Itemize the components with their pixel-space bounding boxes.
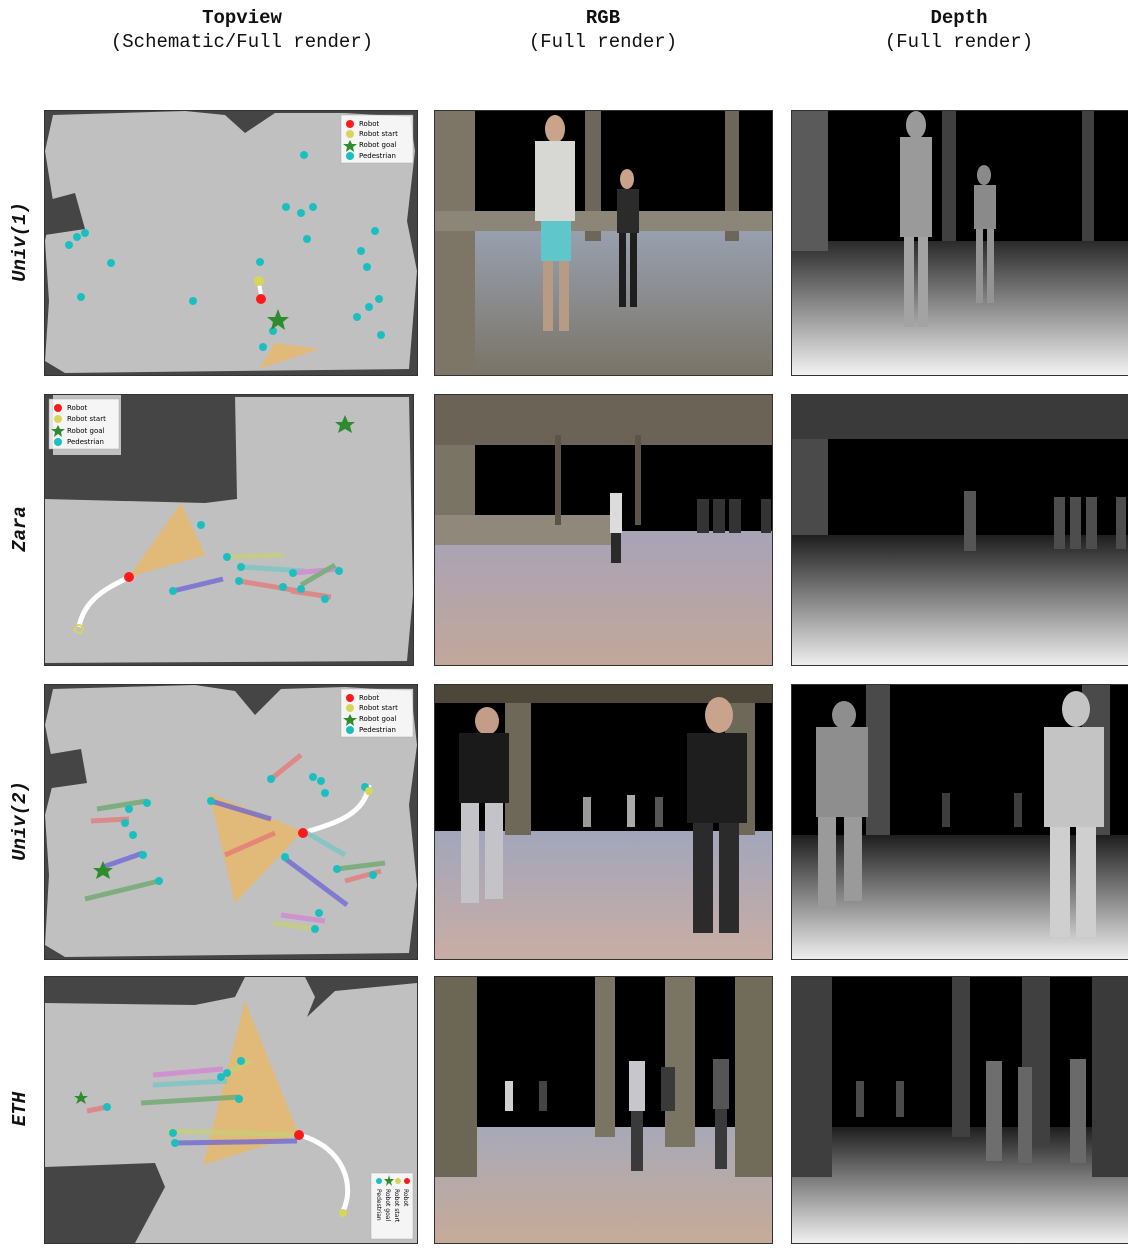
rgb-render-univ2: [434, 684, 773, 960]
legend-pedestrian: Pedestrian: [359, 726, 396, 734]
column-header-depth: Depth (Full render): [790, 6, 1128, 54]
legend-robot-goal: Robot goal: [359, 715, 397, 723]
column-subtitle: (Full render): [528, 31, 678, 53]
legend-pedestrian: Pedestrian: [359, 152, 396, 160]
legend-robot: Robot: [359, 120, 380, 128]
column-header-topview: Topview (Schematic/Full render): [40, 6, 444, 54]
depth-render-univ2: [791, 684, 1128, 960]
rgb-render-univ1: [434, 110, 773, 376]
depth-render-zara: [791, 394, 1128, 666]
legend-pedestrian: Pedestrian: [67, 438, 104, 446]
legend-robot-goal: Robot goal: [384, 1189, 391, 1221]
depth-render-univ1: [791, 110, 1128, 376]
column-title: Topview: [202, 7, 282, 29]
rgb-render-eth: [434, 976, 773, 1244]
legend: Robot Robot start Robot goal Pedestrian: [48, 398, 120, 450]
topview-map-univ1: Robot Robot start Robot goal Pedestrian: [44, 110, 418, 376]
legend-robot: Robot: [402, 1189, 409, 1207]
legend: Robot Robot start Robot goal Pedestrian: [340, 688, 414, 738]
legend-robot-start: Robot start: [359, 704, 398, 712]
row-label-univ2: Univ(2): [9, 781, 32, 861]
depth-render-eth: [791, 976, 1128, 1244]
legend-robot: Robot: [67, 404, 88, 412]
legend-robot-start: Robot start: [359, 130, 398, 138]
column-title: Depth: [930, 7, 988, 29]
column-header-rgb: RGB (Full render): [434, 6, 772, 54]
row-label-eth: ETH: [9, 1091, 31, 1127]
legend: Pedestrian Robot goal Robot start Robot: [370, 1172, 414, 1240]
column-subtitle: (Full render): [884, 31, 1034, 53]
legend-pedestrian: Pedestrian: [375, 1189, 382, 1221]
legend-robot-goal: Robot goal: [359, 141, 397, 149]
rgb-render-zara: [434, 394, 773, 666]
legend-robot-start: Robot start: [393, 1189, 400, 1223]
column-title: RGB: [585, 7, 621, 29]
row-label-univ1: Univ(1): [9, 202, 32, 282]
topview-map-zara: Robot Robot start Robot goal Pedestrian: [44, 394, 414, 666]
legend-robot-goal: Robot goal: [67, 427, 105, 435]
row-label-zara: Zara: [9, 506, 32, 552]
topview-map-univ2: Robot Robot start Robot goal Pedestrian: [44, 684, 418, 960]
topview-map-eth: Pedestrian Robot goal Robot start Robot: [44, 976, 418, 1244]
legend: Robot Robot start Robot goal Pedestrian: [340, 114, 414, 164]
legend-robot-start: Robot start: [67, 415, 106, 423]
legend-robot: Robot: [359, 694, 380, 702]
column-subtitle: (Schematic/Full render): [110, 31, 374, 53]
